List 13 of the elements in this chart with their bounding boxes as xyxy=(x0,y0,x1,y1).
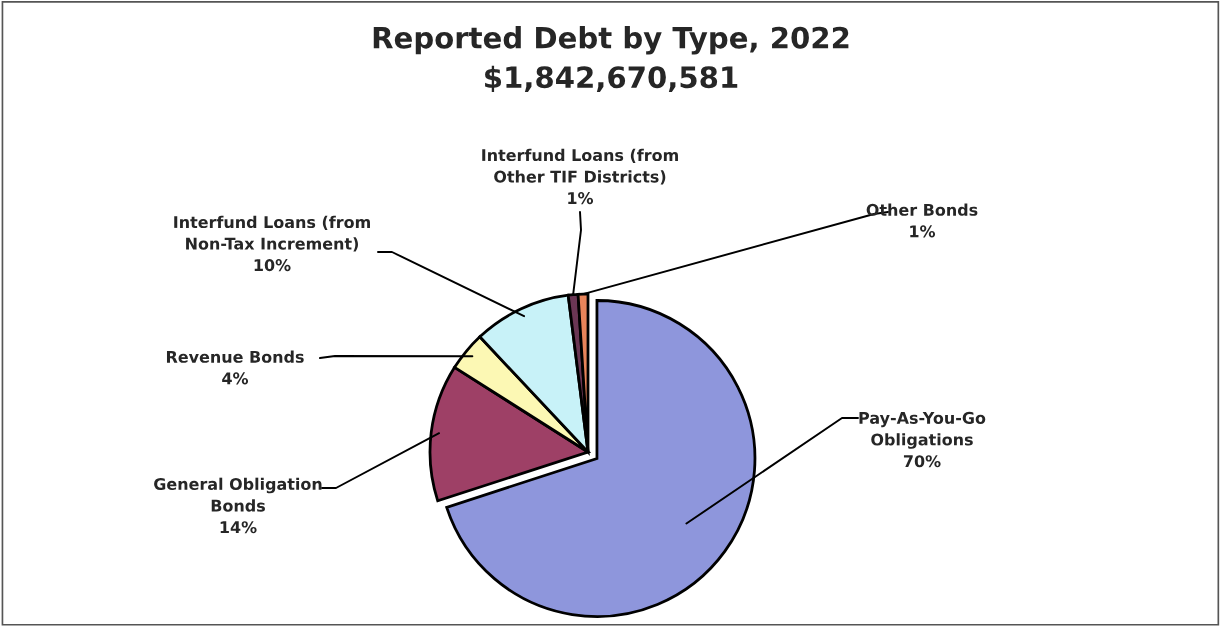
chart-title: Reported Debt by Type, 2022 $1,842,670,581 xyxy=(373,26,849,93)
data-label: 4% xyxy=(222,372,249,385)
data-label: 10% xyxy=(254,259,291,272)
slice-label: Interfund Loans (from Non-Tax Increment) xyxy=(174,215,370,252)
slice-label: Interfund Loans (from Other TIF Districts) xyxy=(482,148,678,185)
data-label: 70% xyxy=(903,455,941,468)
slice-label: General Obligation Bonds xyxy=(154,477,322,512)
data-label: 1% xyxy=(910,225,936,238)
slice-label: Other Bonds xyxy=(866,203,978,216)
data-label: 1% xyxy=(568,192,594,205)
slice-label: Pay-As-You-Go Obligations xyxy=(859,411,986,449)
slice-label: Revenue Bonds xyxy=(166,350,304,363)
data-label: 14% xyxy=(220,521,257,534)
